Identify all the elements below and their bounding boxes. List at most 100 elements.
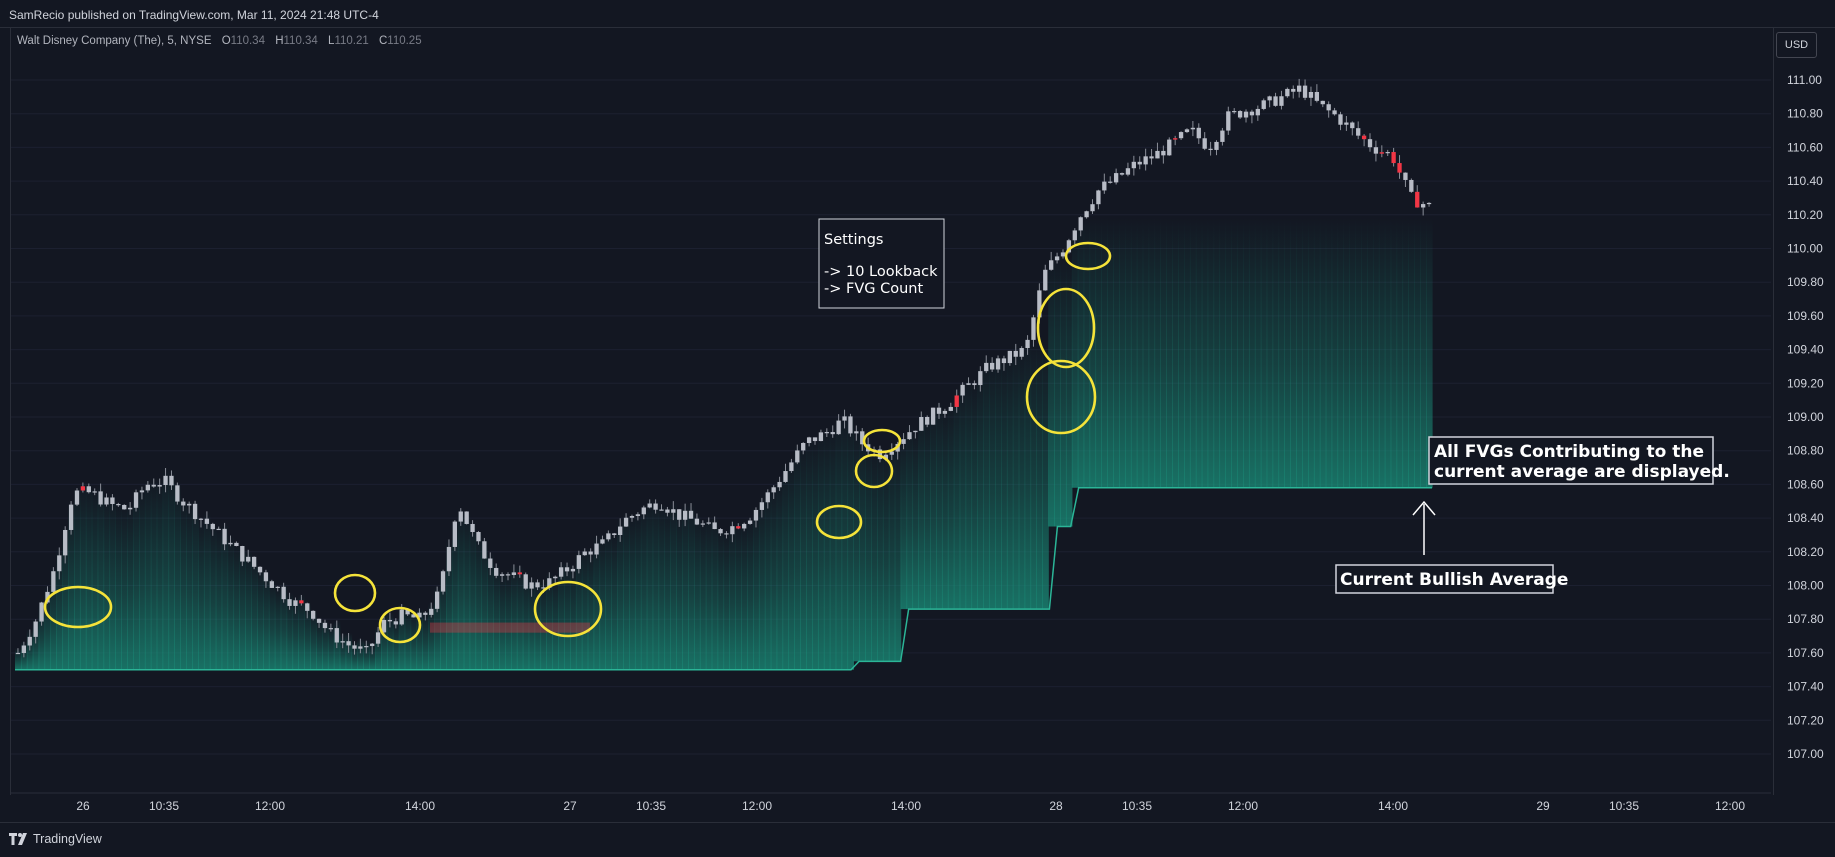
bull-fill-slice bbox=[552, 575, 559, 670]
bull-fill-slice bbox=[629, 514, 636, 670]
bull-fill-slice bbox=[446, 539, 453, 670]
price-tick-label: 107.20 bbox=[1787, 713, 1824, 727]
time-tick-label: 14:00 bbox=[405, 799, 435, 813]
candle-body bbox=[682, 510, 688, 520]
bull-fill-slice bbox=[528, 577, 536, 670]
candle-body bbox=[635, 514, 641, 517]
bull-fill-slice bbox=[723, 531, 731, 670]
bull-fill-slice bbox=[292, 597, 299, 670]
bull-fill-slice bbox=[605, 530, 612, 670]
publish-header: SamRecio published on TradingView.com, M… bbox=[0, 0, 1835, 28]
tradingview-logo[interactable]: TradingView bbox=[9, 831, 102, 847]
candle-body bbox=[747, 520, 753, 524]
bull-fill-slice bbox=[534, 579, 542, 670]
bull-fill-slice bbox=[203, 511, 211, 670]
candle-body bbox=[1220, 130, 1225, 142]
candle-body bbox=[1420, 204, 1426, 208]
candle-body bbox=[1391, 152, 1396, 164]
bull-fill-slice bbox=[85, 483, 93, 670]
candle-body bbox=[677, 509, 682, 520]
chart-pane[interactable] bbox=[10, 27, 1774, 795]
bull-fill-slice bbox=[1000, 355, 1008, 610]
candle-body bbox=[564, 567, 570, 572]
bull-fill-slice bbox=[174, 482, 181, 670]
candle-body bbox=[429, 608, 434, 615]
bull-fill-slice bbox=[487, 552, 494, 670]
time-tick-label: 10:35 bbox=[149, 799, 179, 813]
candle-body bbox=[1361, 135, 1367, 140]
bull-fill-slice bbox=[481, 537, 488, 670]
candle-body bbox=[966, 383, 971, 385]
bull-fill-slice bbox=[257, 566, 264, 670]
candle-body bbox=[133, 492, 139, 508]
candle-body bbox=[234, 542, 239, 547]
candle-body bbox=[228, 542, 233, 545]
candle-body bbox=[694, 518, 700, 525]
price-tick-label: 107.80 bbox=[1787, 612, 1824, 626]
time-tick-label: 14:00 bbox=[1378, 799, 1408, 813]
price-tick-label: 110.40 bbox=[1787, 174, 1823, 188]
candle-body bbox=[836, 420, 841, 435]
candle-body bbox=[1054, 256, 1060, 261]
candle-body bbox=[1178, 132, 1184, 139]
current-avg-note: Current Bullish Average bbox=[1335, 500, 1568, 594]
bull-fill-slice bbox=[941, 408, 949, 610]
price-tick-label: 107.00 bbox=[1787, 747, 1824, 761]
bull-fill-slice bbox=[1113, 218, 1120, 488]
price-tick-label: 110.00 bbox=[1787, 242, 1823, 256]
candle-body bbox=[482, 541, 487, 559]
candle-body bbox=[1267, 96, 1272, 101]
bull-fill-slice bbox=[546, 572, 553, 670]
bull-fill-slice bbox=[1231, 218, 1238, 488]
candle-body bbox=[777, 481, 782, 488]
bull-fill-slice bbox=[1296, 218, 1303, 488]
bull-fill-slice bbox=[1065, 256, 1073, 527]
candle-body bbox=[901, 439, 906, 444]
bull-fill-slice bbox=[829, 425, 837, 670]
bull-fill-slice bbox=[587, 548, 595, 670]
candle-body bbox=[1155, 150, 1160, 159]
bull-fill-slice bbox=[841, 409, 849, 670]
time-tick-label: 27 bbox=[563, 799, 577, 813]
candle-body bbox=[913, 430, 918, 433]
candle-body bbox=[39, 602, 44, 622]
bull-fill-slice bbox=[150, 478, 158, 670]
bull-fill-slice bbox=[1201, 218, 1209, 488]
candle-body bbox=[671, 509, 676, 513]
bull-fill-slice bbox=[56, 547, 63, 670]
time-tick-label: 12:00 bbox=[1715, 799, 1745, 813]
bull-fill-slice bbox=[1124, 218, 1132, 488]
candle-body bbox=[736, 526, 741, 529]
bull-fill-slice bbox=[274, 586, 282, 670]
candle-body bbox=[346, 641, 351, 646]
bull-fill-slice bbox=[1248, 218, 1256, 488]
price-axis: 111.00 110.80 110.60 110.40 110.20 110.00 109.… bbox=[1787, 73, 1824, 761]
publish-info: SamRecio published on TradingView.com, M… bbox=[9, 8, 379, 22]
candle-body bbox=[417, 612, 422, 618]
bull-fill-slice bbox=[558, 562, 565, 670]
bull-fill-slice bbox=[1207, 218, 1215, 488]
bull-fill-slice bbox=[97, 483, 105, 670]
candle-body bbox=[204, 518, 210, 524]
candle-body bbox=[1385, 152, 1390, 154]
price-tick-label: 111.00 bbox=[1787, 73, 1822, 87]
candle-body bbox=[163, 475, 168, 486]
candle-body bbox=[80, 486, 86, 491]
bull-fill-slice bbox=[1119, 218, 1126, 488]
bull-fill-slice bbox=[682, 503, 689, 670]
currency-button[interactable]: USD bbox=[1776, 32, 1817, 58]
bull-fill-slice bbox=[735, 523, 742, 670]
candle-body bbox=[771, 487, 776, 493]
bull-fill-slice bbox=[1148, 218, 1156, 488]
bull-fill-slice bbox=[133, 489, 140, 670]
bull-fill-slice bbox=[268, 579, 276, 670]
fvg-note-line1: All FVGs Contributing to the bbox=[1434, 442, 1704, 462]
candle-body bbox=[1255, 108, 1260, 116]
bull-fill-slice bbox=[1325, 218, 1333, 488]
bull-fill-slice bbox=[499, 572, 506, 670]
candle-body bbox=[488, 558, 493, 568]
bull-fill-slice bbox=[658, 504, 666, 670]
candle-body bbox=[570, 568, 576, 572]
bull-fill-slice bbox=[947, 402, 955, 610]
